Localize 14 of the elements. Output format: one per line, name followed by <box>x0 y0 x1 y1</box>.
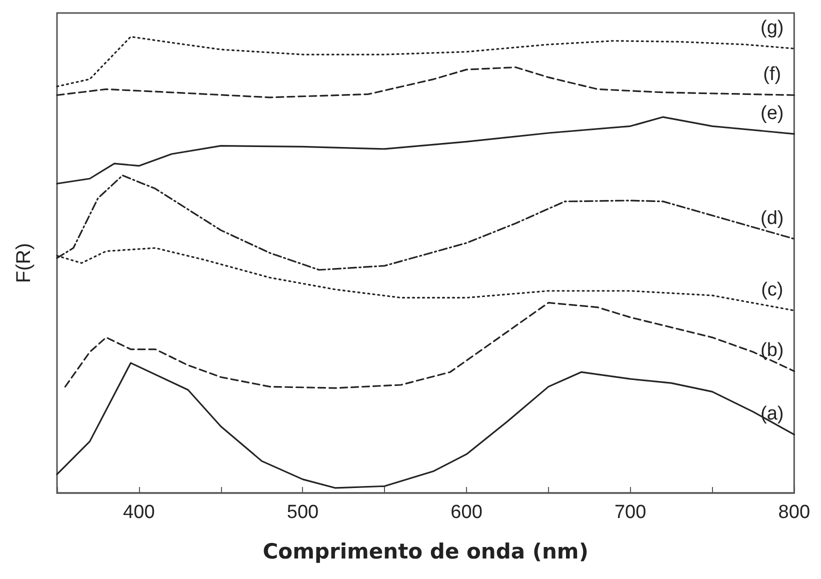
series-label: (e) <box>760 102 784 124</box>
series-label: (b) <box>760 340 784 362</box>
series-label: (g) <box>760 18 784 39</box>
series-label: (c) <box>761 279 784 300</box>
x-tick-label: 800 <box>778 502 810 523</box>
y-axis-title: F(R) <box>13 242 35 283</box>
x-axis-title: Comprimento de onda (nm) <box>262 540 588 564</box>
series-label: (a) <box>760 404 784 425</box>
x-tick-label: 600 <box>450 502 482 523</box>
x-tick-label: 700 <box>614 502 646 523</box>
series-label: (f) <box>763 64 782 86</box>
series-label: (d) <box>760 208 784 229</box>
x-tick-label: 400 <box>123 502 155 523</box>
x-tick-label: 500 <box>286 502 319 523</box>
